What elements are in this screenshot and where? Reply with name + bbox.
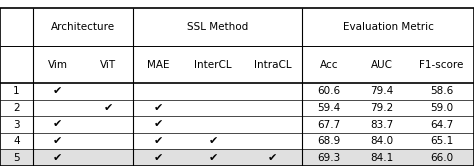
- Text: F1-score: F1-score: [419, 60, 464, 70]
- Text: ✔: ✔: [53, 153, 63, 163]
- Text: Architecture: Architecture: [51, 22, 115, 32]
- Text: 67.7: 67.7: [317, 120, 340, 129]
- Text: Acc: Acc: [319, 60, 338, 70]
- Text: 66.0: 66.0: [430, 153, 453, 163]
- Text: 4: 4: [13, 136, 19, 146]
- Text: ✔: ✔: [268, 153, 277, 163]
- Text: ✔: ✔: [209, 136, 218, 146]
- Text: ✔: ✔: [53, 136, 63, 146]
- Text: ✔: ✔: [154, 103, 163, 113]
- Text: 58.6: 58.6: [430, 86, 453, 96]
- Text: 79.2: 79.2: [371, 103, 394, 113]
- Text: Vim: Vim: [48, 60, 68, 70]
- Text: 60.6: 60.6: [317, 86, 340, 96]
- Text: 64.7: 64.7: [430, 120, 453, 129]
- Text: 68.9: 68.9: [317, 136, 340, 146]
- Text: 5: 5: [13, 153, 19, 163]
- Bar: [0, 149, 474, 166]
- Text: IntraCL: IntraCL: [254, 60, 292, 70]
- Text: ✔: ✔: [154, 153, 163, 163]
- Text: 59.4: 59.4: [317, 103, 340, 113]
- Text: ✔: ✔: [209, 153, 218, 163]
- Text: SSL Method: SSL Method: [187, 22, 248, 32]
- Text: 83.7: 83.7: [371, 120, 394, 129]
- Text: ✔: ✔: [154, 120, 163, 129]
- Text: 65.1: 65.1: [430, 136, 453, 146]
- Text: 1: 1: [13, 86, 19, 96]
- Text: 2: 2: [13, 103, 19, 113]
- Text: 79.4: 79.4: [371, 86, 394, 96]
- Text: 84.1: 84.1: [371, 153, 394, 163]
- Text: ✔: ✔: [53, 86, 63, 96]
- Text: MAE: MAE: [147, 60, 170, 70]
- Text: 84.0: 84.0: [371, 136, 394, 146]
- Text: 69.3: 69.3: [317, 153, 340, 163]
- Text: AUC: AUC: [371, 60, 393, 70]
- Text: 3: 3: [13, 120, 19, 129]
- Text: 59.0: 59.0: [430, 103, 453, 113]
- Text: Evaluation Metric: Evaluation Metric: [343, 22, 434, 32]
- Text: InterCL: InterCL: [194, 60, 232, 70]
- Text: ✔: ✔: [53, 120, 63, 129]
- Text: ✔: ✔: [103, 103, 113, 113]
- Text: ViT: ViT: [100, 60, 116, 70]
- Text: ✔: ✔: [154, 136, 163, 146]
